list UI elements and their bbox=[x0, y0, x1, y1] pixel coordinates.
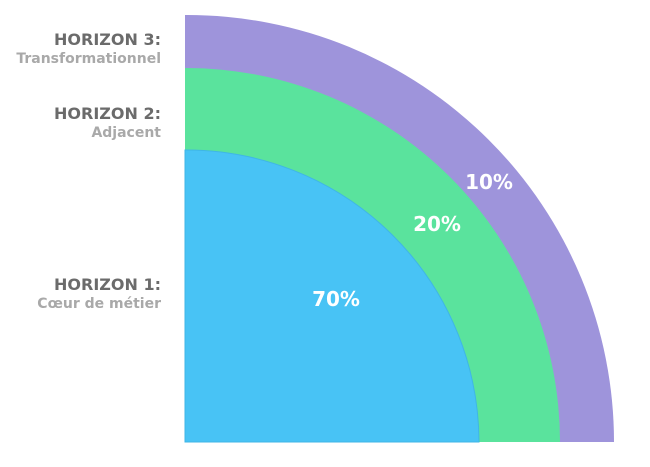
horizon-1-title: HORIZON 1: bbox=[54, 275, 161, 294]
horizon-2-percent: 20% bbox=[413, 212, 461, 236]
horizon-2-label: HORIZON 2: Adjacent bbox=[54, 104, 161, 142]
horizon-3-subtitle: Transformationnel bbox=[16, 51, 161, 67]
horizon-1-percent: 70% bbox=[312, 287, 360, 311]
horizon-2-title: HORIZON 2: bbox=[54, 104, 161, 123]
horizon-1-label: HORIZON 1: Cœur de métier bbox=[37, 275, 161, 313]
horizon-2-subtitle: Adjacent bbox=[91, 125, 161, 141]
horizon-3-percent: 10% bbox=[465, 170, 513, 194]
horizon-3-label: HORIZON 3: Transformationnel bbox=[16, 30, 161, 68]
horizon-1-subtitle: Cœur de métier bbox=[37, 296, 161, 312]
horizon-1-core bbox=[184, 149, 480, 443]
horizon-3-title: HORIZON 3: bbox=[54, 30, 161, 49]
